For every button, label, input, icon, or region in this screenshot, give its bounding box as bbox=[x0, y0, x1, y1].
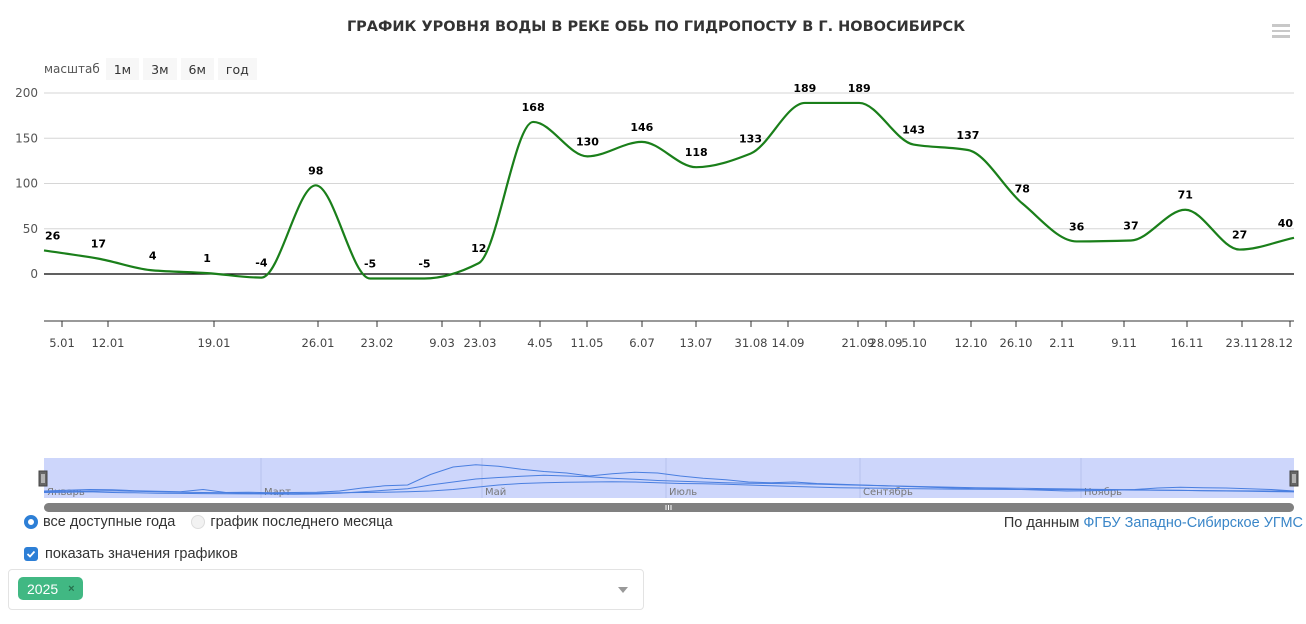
x-tick-label: 21.09 bbox=[842, 336, 875, 350]
y-tick-label: 0 bbox=[30, 267, 38, 281]
y-tick-label: 150 bbox=[15, 131, 38, 145]
data-label: 98 bbox=[308, 164, 323, 177]
data-label: 17 bbox=[91, 238, 106, 251]
show-values-label: показать значения графиков bbox=[45, 546, 238, 562]
data-label: -4 bbox=[255, 257, 268, 270]
x-tick-label: 5.10 bbox=[901, 336, 927, 350]
year-multiselect[interactable]: 2025 × bbox=[8, 569, 644, 610]
navigator-series bbox=[43, 481, 1295, 495]
data-label: 40 bbox=[1278, 217, 1294, 230]
y-tick-label: 200 bbox=[15, 86, 38, 100]
x-tick-label: 23.03 bbox=[464, 336, 497, 350]
x-tick-label: 28.12 bbox=[1260, 336, 1293, 350]
year-tag-label: 2025 bbox=[27, 580, 59, 597]
radio-all-years-label: все доступные года bbox=[43, 514, 176, 530]
navigator-handle-right[interactable] bbox=[1289, 470, 1299, 487]
data-label: 168 bbox=[522, 101, 545, 114]
navigator-month-label: Май bbox=[485, 487, 506, 498]
y-axis-labels: 0 50 100 150 200 bbox=[15, 86, 38, 281]
gridlines bbox=[44, 92, 1294, 275]
navigator-selection[interactable] bbox=[44, 458, 1294, 498]
range-button-3m[interactable]: 3м bbox=[143, 58, 177, 80]
x-tick-label: 19.01 bbox=[198, 336, 231, 350]
x-tick-label: 14.09 bbox=[772, 336, 805, 350]
navigator-series bbox=[43, 474, 1295, 495]
data-label: 137 bbox=[956, 129, 979, 142]
navigator[interactable]: Январь Март Май Июль Сентябрь Ноябрь bbox=[38, 458, 1299, 498]
scrollbar-grip-icon bbox=[665, 505, 672, 510]
x-tick-label: 31.08 bbox=[735, 336, 768, 350]
radio-all-years[interactable]: все доступные года bbox=[24, 514, 175, 530]
radio-last-month[interactable]: график последнего месяца bbox=[191, 514, 393, 530]
data-label: 189 bbox=[793, 82, 816, 95]
show-values-checkbox[interactable]: показать значения графиков bbox=[24, 546, 409, 562]
source-link[interactable]: ФГБУ Западно-Сибирское УГМС bbox=[1083, 515, 1303, 531]
data-label: 71 bbox=[1178, 189, 1193, 202]
navigator-series bbox=[43, 464, 1295, 494]
data-labels: 26 17 4 1 -4 98 -5 -5 12 168 130 146 118 133 189 189 143… bbox=[45, 82, 1293, 271]
data-label: 118 bbox=[685, 146, 708, 159]
data-label: 143 bbox=[902, 124, 925, 137]
data-label: 12 bbox=[471, 242, 486, 255]
data-label: 146 bbox=[630, 121, 653, 134]
x-tick-label: 26.10 bbox=[1000, 336, 1033, 350]
data-label: 133 bbox=[739, 133, 762, 146]
x-tick-label: 9.03 bbox=[429, 336, 455, 350]
chart-controls: все доступные года график последнего мес… bbox=[24, 514, 409, 562]
chart-area: 0 50 100 150 200 5.01 12.01 19.01 26.01 23.02 9.0… bbox=[15, 82, 1299, 512]
data-label: 26 bbox=[45, 229, 61, 242]
x-tick-label: 28.09 bbox=[870, 336, 903, 350]
navigator-month-label: Ноябрь bbox=[1084, 487, 1122, 498]
y-tick-label: 50 bbox=[23, 222, 38, 236]
x-tick-label: 13.07 bbox=[680, 336, 713, 350]
data-label: -5 bbox=[364, 258, 376, 271]
year-tag: 2025 × bbox=[18, 577, 83, 600]
range-button-1m[interactable]: 1м bbox=[105, 58, 140, 80]
x-tick-label: 5.01 bbox=[49, 336, 75, 350]
x-tick-label: 23.02 bbox=[361, 336, 394, 350]
data-label: 37 bbox=[1123, 220, 1138, 233]
source-prefix: По данным bbox=[1003, 515, 1080, 531]
x-tick-label: 6.07 bbox=[629, 336, 655, 350]
data-label: 27 bbox=[1232, 229, 1247, 242]
period-radio-group: все доступные года график последнего мес… bbox=[24, 514, 409, 530]
x-axis-ticks: 5.01 12.01 19.01 26.01 23.02 9.03 23.03 4.05 11.… bbox=[49, 321, 1293, 350]
x-tick-label: 4.05 bbox=[527, 336, 553, 350]
range-selector: масштаб 1м 3м 6м год bbox=[44, 58, 261, 80]
navigator-handle-left[interactable] bbox=[38, 470, 48, 487]
data-label: 36 bbox=[1069, 220, 1085, 233]
x-tick-label: 12.10 bbox=[955, 336, 988, 350]
data-label: 78 bbox=[1015, 182, 1030, 195]
x-tick-label: 2.11 bbox=[1049, 336, 1075, 350]
data-label: 4 bbox=[149, 249, 157, 262]
dropdown-caret-icon[interactable] bbox=[618, 587, 628, 593]
range-button-year[interactable]: год bbox=[217, 58, 257, 80]
series-line-2025[interactable] bbox=[43, 101, 1295, 280]
data-label: 1 bbox=[203, 252, 211, 265]
range-button-6m[interactable]: 6м bbox=[180, 58, 214, 80]
radio-unchecked-icon[interactable] bbox=[191, 515, 206, 529]
data-source: По данным ФГБУ Западно-Сибирское УГМС bbox=[1004, 515, 1303, 531]
scrollbar[interactable] bbox=[44, 503, 1294, 512]
hamburger-menu-icon[interactable] bbox=[1272, 24, 1290, 38]
x-tick-label: 26.01 bbox=[302, 336, 335, 350]
radio-last-month-label: график последнего месяца bbox=[210, 514, 393, 530]
x-tick-label: 12.01 bbox=[92, 336, 125, 350]
y-tick-label: 100 bbox=[15, 177, 38, 191]
data-label: 189 bbox=[848, 82, 871, 95]
x-tick-label: 23.11 bbox=[1226, 336, 1259, 350]
checkbox-checked-icon[interactable] bbox=[24, 547, 38, 561]
x-tick-label: 11.05 bbox=[571, 336, 604, 350]
x-tick-label: 16.11 bbox=[1171, 336, 1204, 350]
navigator-month-label: Июль bbox=[669, 487, 697, 498]
x-tick-label: 9.11 bbox=[1111, 336, 1137, 350]
range-selector-label: масштаб bbox=[44, 62, 100, 76]
data-label: -5 bbox=[418, 258, 430, 271]
radio-checked-icon[interactable] bbox=[24, 515, 38, 529]
chart-title: ГРАФИК УРОВНЯ ВОДЫ В РЕКЕ ОБЬ ПО ГИДРОПО… bbox=[346, 19, 966, 35]
remove-tag-icon[interactable]: × bbox=[68, 582, 75, 595]
data-label: 130 bbox=[576, 135, 599, 148]
navigator-month-label: Сентябрь bbox=[863, 487, 913, 498]
